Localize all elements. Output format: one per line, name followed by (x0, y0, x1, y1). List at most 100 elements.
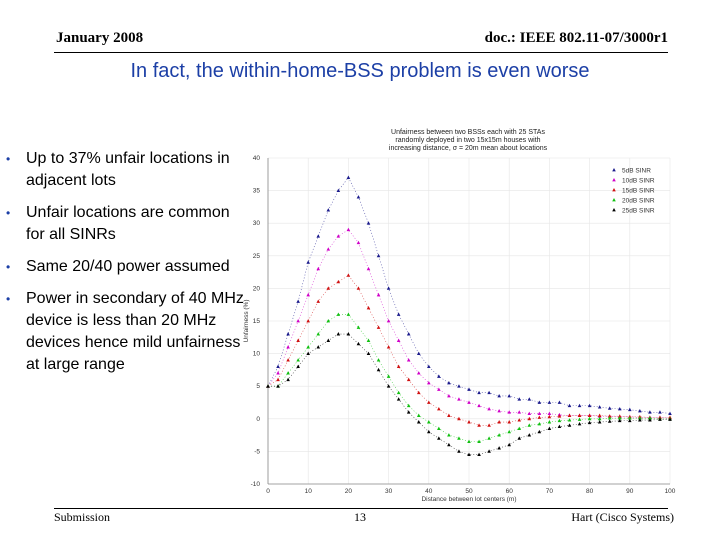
data-point (457, 416, 461, 421)
data-point (617, 414, 622, 418)
data-point (527, 416, 532, 421)
legend-marker (612, 188, 616, 192)
data-point (296, 299, 300, 303)
data-point (376, 253, 381, 258)
data-point (326, 338, 331, 342)
data-point (557, 400, 562, 404)
data-point (617, 407, 622, 411)
footer-author: Hart (Cisco Systems) (571, 510, 674, 524)
data-point (628, 416, 632, 420)
data-point (326, 286, 331, 290)
data-point (497, 420, 501, 424)
data-point (356, 195, 361, 199)
data-point (537, 429, 542, 434)
header-doc-id: doc.: IEEE 802.11-07/3000r1 (484, 30, 668, 46)
data-point (628, 418, 632, 423)
data-point (396, 312, 401, 316)
data-point (607, 414, 612, 418)
data-point (597, 405, 602, 409)
data-point (386, 345, 391, 349)
data-point (416, 371, 421, 375)
data-point (477, 390, 481, 395)
data-point (467, 387, 471, 391)
y-tick-label: 40 (253, 155, 261, 162)
x-tick-label: 80 (586, 488, 594, 495)
data-point (658, 410, 662, 414)
data-point (366, 266, 371, 271)
header-rule (54, 52, 668, 53)
data-point (286, 358, 290, 362)
data-point (527, 433, 532, 437)
data-point (587, 420, 592, 425)
data-point (276, 364, 280, 369)
data-point (597, 420, 602, 424)
data-point (527, 397, 532, 401)
data-point (316, 299, 321, 303)
data-point (427, 400, 431, 404)
legend-label: 10dB SINR (622, 178, 655, 185)
data-point (628, 407, 632, 412)
page-number: 13 (354, 510, 366, 524)
bullet-text: Unfair locations are common for all SINR… (26, 204, 230, 243)
data-point (668, 411, 672, 415)
data-point (557, 424, 562, 429)
data-point (376, 292, 381, 297)
y-tick-label: 5 (256, 383, 260, 390)
data-point (427, 364, 431, 369)
data-point (416, 413, 421, 417)
data-point (447, 433, 451, 437)
data-point (386, 374, 391, 378)
bullet-item: • Unfair locations are common for all SIN… (6, 202, 246, 246)
data-point (507, 442, 511, 447)
data-point (617, 416, 622, 420)
data-point (567, 423, 572, 427)
data-point (577, 413, 582, 417)
y-tick-label: 30 (253, 220, 261, 227)
data-point (386, 319, 391, 323)
bullet-item: • Up to 37% unfair locations in adjacent … (6, 148, 246, 192)
y-tick-label: 0 (256, 416, 260, 423)
data-point (427, 420, 431, 424)
y-tick-label: 10 (253, 351, 261, 358)
data-point (306, 351, 310, 355)
data-point (316, 332, 321, 336)
data-point (416, 390, 421, 395)
data-point (346, 332, 351, 336)
data-point (356, 286, 361, 290)
data-point (547, 420, 552, 424)
data-point (306, 345, 310, 349)
data-point (517, 418, 522, 422)
legend-label: 20dB SINR (622, 198, 655, 205)
data-point (638, 418, 642, 422)
data-point (607, 419, 612, 423)
data-point (316, 266, 321, 271)
data-point (547, 411, 552, 415)
y-tick-label: 15 (253, 318, 261, 325)
data-point (487, 449, 491, 453)
y-tick-label: -10 (251, 481, 261, 488)
data-point (517, 426, 522, 430)
bullet-icon: • (6, 292, 11, 306)
bullet-icon: • (6, 152, 11, 166)
bullet-item: • Same 20/40 power assumed (6, 256, 246, 278)
data-point (567, 418, 572, 422)
data-point (648, 418, 652, 422)
data-point (396, 364, 401, 369)
data-point (366, 338, 371, 342)
data-point (467, 400, 471, 404)
data-point (477, 423, 481, 427)
data-point (547, 426, 552, 430)
header-date: January 2008 (56, 30, 144, 46)
data-point (396, 397, 401, 401)
data-point (658, 417, 662, 421)
data-point (587, 413, 592, 417)
data-point (416, 420, 421, 424)
data-point (286, 371, 290, 375)
data-point (507, 420, 511, 424)
data-point (648, 410, 652, 414)
data-point (577, 417, 582, 421)
series-line (268, 333, 670, 455)
unfairness-scatter-chart: Unfairness between two BSSs each with 25… (243, 129, 676, 503)
data-point (507, 393, 511, 398)
data-point (437, 407, 441, 411)
